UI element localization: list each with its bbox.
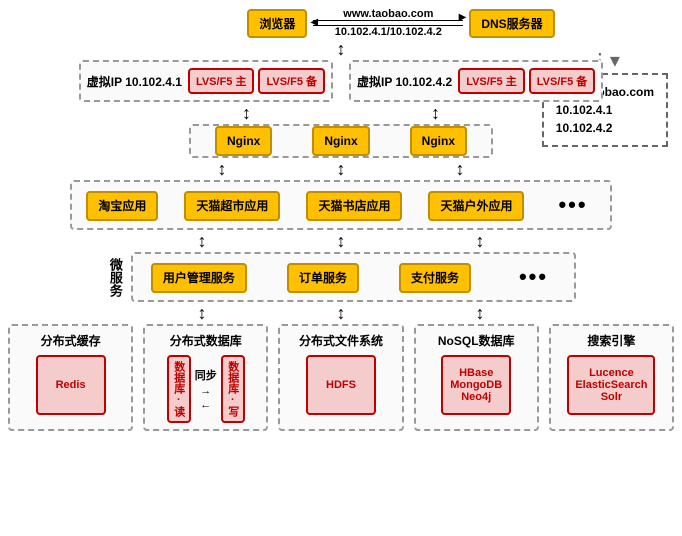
lvs-node: LVS/F5 备 xyxy=(258,68,325,94)
db-read: 数据库·读 xyxy=(167,355,191,423)
storage-stack: HDFS xyxy=(306,355,376,415)
micro-stack: 用户管理服务 xyxy=(151,269,247,286)
dns-req-label: www.taobao.com xyxy=(343,8,433,20)
storage-stack: Redis xyxy=(36,355,106,415)
lvs-node: LVS/F5 备 xyxy=(529,68,596,94)
storage-group: 分布式文件系统 HDFS xyxy=(278,324,403,431)
apps-tier: 淘宝应用 天猫超市应用 天猫书店应用 天猫户外应用 ••• xyxy=(70,180,611,230)
vip-group: 虚拟IP 10.102.4.1 LVS/F5 主 LVS/F5 备 xyxy=(79,60,333,102)
sync-arrows: 同步 →← xyxy=(195,367,217,411)
micro-stack: 订单服务 xyxy=(287,269,359,286)
nginx-stack: Nginx xyxy=(410,134,467,148)
storage-stack: Lucence ElasticSearch Solr xyxy=(567,355,655,415)
nginx-tier: Nginx Nginx Nginx xyxy=(189,124,493,158)
app-stack: 天猫户外应用 xyxy=(428,197,524,214)
ellipsis-icon: ••• xyxy=(550,192,595,218)
storage-group: NoSQL数据库 HBase MongoDB Neo4j xyxy=(414,324,539,431)
app-stack: 淘宝应用 xyxy=(86,197,158,214)
dns-exchange: www.taobao.com 10.102.4.1/10.102.4.2 xyxy=(313,8,463,38)
microservice-label: 微服务 xyxy=(106,258,125,297)
browser-node: 浏览器 xyxy=(247,9,307,38)
storage-group: 分布式数据库 数据库·读 同步 →← 数据库·写 xyxy=(143,324,268,431)
storage-group: 分布式缓存 Redis xyxy=(8,324,133,431)
vip-title: 虚拟IP 10.102.4.2 xyxy=(357,73,452,90)
nginx-stack: Nginx xyxy=(215,134,272,148)
dns-resp-label: 10.102.4.1/10.102.4.2 xyxy=(335,26,442,38)
vip-group: 虚拟IP 10.102.4.2 LVS/F5 主 LVS/F5 备 xyxy=(349,60,603,102)
micro-tier: 用户管理服务 订单服务 支付服务 ••• xyxy=(131,252,576,302)
storage-stack: HBase MongoDB Neo4j xyxy=(441,355,511,415)
lvs-node: LVS/F5 主 xyxy=(188,68,255,94)
nginx-stack: Nginx xyxy=(312,134,369,148)
dns-node: DNS服务器 xyxy=(469,9,554,38)
storage-group: 搜索引擎 Lucence ElasticSearch Solr xyxy=(549,324,674,431)
app-stack: 天猫书店应用 xyxy=(306,197,402,214)
app-stack: 天猫超市应用 xyxy=(184,197,280,214)
storage-tier: 分布式缓存 Redis 分布式数据库 数据库·读 同步 →← 数据库·写 分布式… xyxy=(8,324,674,431)
lvs-node: LVS/F5 主 xyxy=(458,68,525,94)
vip-title: 虚拟IP 10.102.4.1 xyxy=(87,73,182,90)
db-write: 数据库·写 xyxy=(221,355,245,423)
micro-stack: 支付服务 xyxy=(399,269,471,286)
ellipsis-icon: ••• xyxy=(511,264,556,290)
